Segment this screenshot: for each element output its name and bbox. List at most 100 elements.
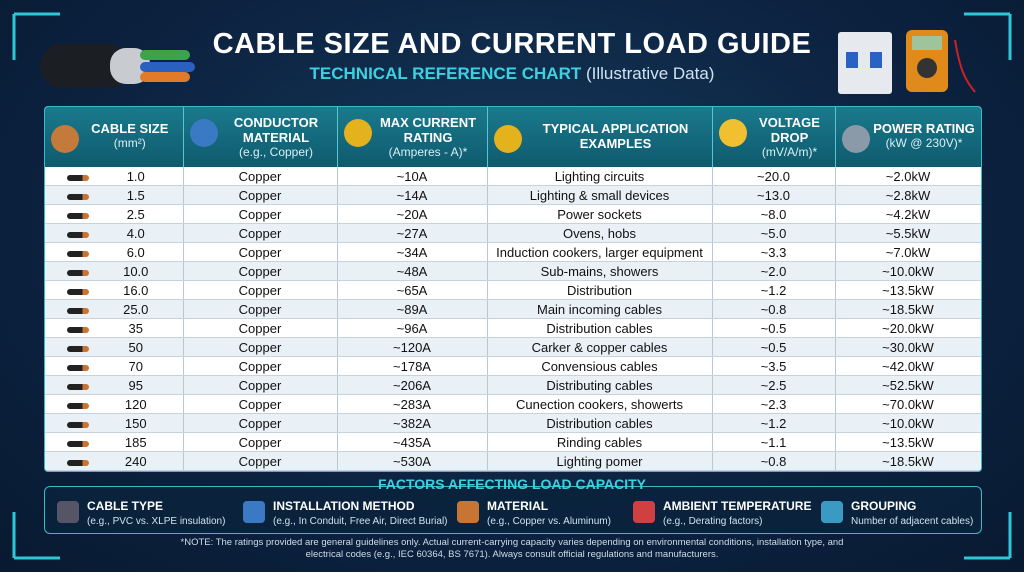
table-cell: Copper bbox=[183, 204, 338, 224]
cell-text: ~96A bbox=[396, 320, 428, 336]
column-header: VOLTAGE DROP (mV/A/m)* bbox=[712, 107, 836, 167]
table-cell: ~2.5 bbox=[712, 375, 836, 395]
table-cell: Copper bbox=[183, 356, 338, 376]
table-cell: 6.0 bbox=[45, 242, 184, 262]
cell-text: Copper bbox=[238, 434, 282, 450]
table-cell: 70 bbox=[45, 356, 184, 376]
cell-text: Copper bbox=[238, 358, 282, 374]
cell-text: Copper bbox=[238, 187, 282, 203]
table-cell: ~89A bbox=[337, 299, 488, 319]
cell-text: ~52.5kW bbox=[882, 377, 934, 393]
table-cell: Distributing cables bbox=[487, 375, 713, 395]
cell-text: ~178A bbox=[393, 358, 431, 374]
cell-text: ~48A bbox=[396, 263, 428, 279]
table-body: 1.0 Copper ~10A Lighting circuits ~20.0 ~2.0k… bbox=[45, 167, 981, 471]
cell-text: ~30.0kW bbox=[882, 339, 934, 355]
cell-text: ~18.5kW bbox=[882, 301, 934, 317]
factor-desc: Number of adjacent cables) bbox=[851, 516, 974, 527]
cell-text: 4.0 bbox=[126, 225, 145, 241]
table-cell: ~178A bbox=[337, 356, 488, 376]
table-cell: ~0.5 bbox=[712, 337, 836, 357]
table-cell: ~14A bbox=[337, 185, 488, 205]
table-cell: Copper bbox=[183, 375, 338, 395]
table-row: 10.0 Copper ~48A Sub-mains, showers ~2.0 ~10.… bbox=[45, 261, 981, 281]
table-cell: ~8.0 bbox=[712, 204, 836, 224]
header-icon bbox=[343, 119, 372, 147]
header-icon bbox=[718, 119, 747, 147]
table-row: 4.0 Copper ~27A Ovens, hobs ~5.0 ~5.5kW bbox=[45, 223, 981, 243]
cell-text: ~2.3 bbox=[760, 396, 787, 412]
table-cell: 35 bbox=[45, 318, 184, 338]
factor-desc: (e.g., Copper vs. Aluminum) bbox=[487, 516, 611, 527]
factor-desc: (e.g., In Conduit, Free Air, Direct Buri… bbox=[273, 516, 448, 527]
column-unit: (mm²) bbox=[113, 136, 146, 150]
table-cell: Convensious cables bbox=[487, 356, 713, 376]
table-cell: ~42.0kW bbox=[835, 356, 981, 376]
column-header: CONDUCTOR MATERIAL (e.g., Copper) bbox=[183, 107, 338, 167]
table-row: 120 Copper ~283A Cunection cookers, showert… bbox=[45, 394, 981, 414]
cell-text: 16.0 bbox=[123, 282, 149, 298]
table-row: 185 Copper ~435A Rinding cables ~1.1 ~13.5kW bbox=[45, 432, 981, 452]
table-cell: ~13.5kW bbox=[835, 432, 981, 452]
factor-icon bbox=[457, 501, 479, 523]
table-cell: Copper bbox=[183, 337, 338, 357]
cell-text: ~206A bbox=[393, 377, 431, 393]
column-title: CONDUCTOR MATERIAL bbox=[233, 115, 319, 145]
table-cell: ~18.5kW bbox=[835, 299, 981, 319]
cell-text: 70 bbox=[128, 358, 143, 374]
factor-icon bbox=[243, 501, 265, 523]
table-row: 50 Copper ~120A Carker & copper cables ~0.5 ~… bbox=[45, 337, 981, 357]
table-cell: 2.5 bbox=[45, 204, 184, 224]
cell-text: Lighting & small devices bbox=[529, 187, 670, 203]
cell-text: ~2.0 bbox=[760, 263, 787, 279]
table-cell: ~3.5 bbox=[712, 356, 836, 376]
table-cell: Copper bbox=[183, 185, 338, 205]
cell-text: 95 bbox=[128, 377, 143, 393]
table-cell: ~3.3 bbox=[712, 242, 836, 262]
table-cell: ~0.5 bbox=[712, 318, 836, 338]
cell-text: ~3.5 bbox=[760, 358, 787, 374]
column-title: POWER RATING bbox=[873, 121, 975, 136]
table-cell: Lighting & small devices bbox=[487, 185, 713, 205]
cell-text: Copper bbox=[238, 225, 282, 241]
table-cell: ~5.0 bbox=[712, 223, 836, 243]
table-cell: ~4.2kW bbox=[835, 204, 981, 224]
cell-text: Copper bbox=[238, 339, 282, 355]
table-row: 150 Copper ~382A Distribution cables ~1.2 ~10… bbox=[45, 413, 981, 433]
table-cell: ~13.0 bbox=[712, 185, 836, 205]
table-cell: Copper bbox=[183, 432, 338, 452]
cell-text: Sub-mains, showers bbox=[540, 263, 659, 279]
cell-text: Lighting circuits bbox=[554, 168, 645, 184]
table-cell: 50 bbox=[45, 337, 184, 357]
cell-text: ~3.3 bbox=[760, 244, 787, 260]
cell-text: ~42.0kW bbox=[882, 358, 934, 374]
cable-icon bbox=[67, 326, 89, 333]
cell-text: ~18.5kW bbox=[882, 453, 934, 469]
table-cell: ~13.5kW bbox=[835, 280, 981, 300]
cell-text: ~27A bbox=[396, 225, 428, 241]
cell-text: Copper bbox=[238, 282, 282, 298]
table-cell: ~206A bbox=[337, 375, 488, 395]
cell-text: 185 bbox=[124, 434, 147, 450]
cell-text: 50 bbox=[128, 339, 143, 355]
table-cell: ~34A bbox=[337, 242, 488, 262]
column-header: POWER RATING (kW @ 230V)* bbox=[835, 107, 981, 167]
column-header: MAX CURRENT RATING (Amperes - A)* bbox=[337, 107, 488, 167]
cell-text: Copper bbox=[238, 453, 282, 469]
cell-text: Convensious cables bbox=[541, 358, 658, 374]
column-header: TYPICAL APPLICATION EXAMPLES bbox=[487, 107, 713, 167]
cell-text: ~1.2 bbox=[760, 415, 787, 431]
table-cell: Ovens, hobs bbox=[487, 223, 713, 243]
table-cell: Lighting circuits bbox=[487, 167, 713, 186]
table-cell: 120 bbox=[45, 394, 184, 414]
cell-text: ~10.0kW bbox=[882, 263, 934, 279]
table-row: 1.5 Copper ~14A Lighting & small devices ~13… bbox=[45, 185, 981, 205]
table-cell: ~20.0kW bbox=[835, 318, 981, 338]
cell-text: Copper bbox=[238, 206, 282, 222]
table-row: 240 Copper ~530A Lighting pomer ~0.8 ~18.5kW bbox=[45, 451, 981, 471]
table-cell: ~65A bbox=[337, 280, 488, 300]
cell-text: 35 bbox=[128, 320, 143, 336]
column-header: CABLE SIZE (mm²) bbox=[45, 107, 184, 167]
factor-item: AMBIENT TEMPERATURE (e.g., Derating facto… bbox=[633, 499, 811, 527]
